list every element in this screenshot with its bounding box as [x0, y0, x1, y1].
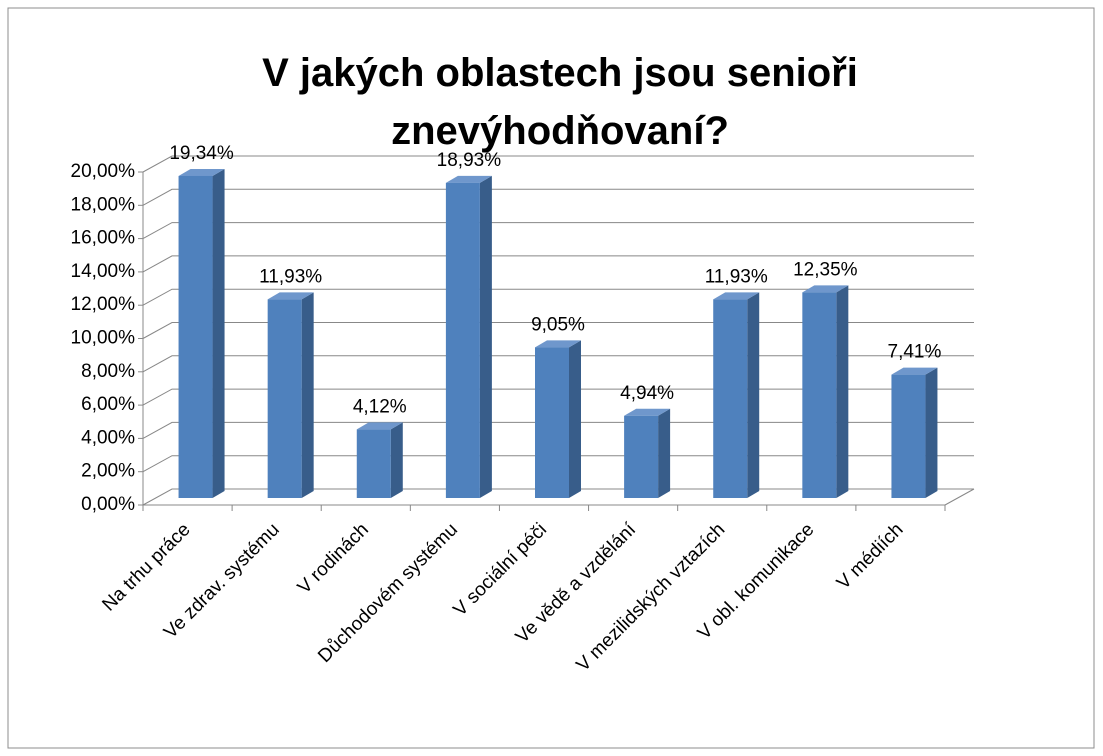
bar-side	[569, 340, 581, 498]
grid-line	[142, 222, 974, 240]
bar-side	[390, 422, 403, 498]
bar-top	[178, 168, 225, 176]
bar-side	[301, 292, 314, 498]
bar-side	[658, 408, 671, 498]
x-tick-label: V médiích	[833, 519, 908, 594]
grid-line	[142, 355, 974, 373]
y-tick-label: 14,00%	[71, 261, 136, 282]
data-label: 11,93%	[705, 266, 768, 287]
data-label: 11,93%	[259, 266, 322, 287]
bar	[356, 429, 391, 498]
bar	[267, 299, 302, 498]
bar-top	[713, 292, 760, 300]
grid-line	[142, 288, 974, 306]
y-tick-label: 16,00%	[71, 228, 136, 249]
bar-side	[212, 168, 225, 498]
data-label: 4,94%	[620, 383, 674, 404]
x-tick-label: Na trhu práce	[98, 519, 194, 615]
bar-top	[891, 367, 938, 375]
x-tick-label: V mezilidských vztazích	[573, 519, 730, 676]
y-tick-label: 10,00%	[71, 328, 136, 349]
bar-top	[445, 175, 492, 183]
grid-line	[142, 255, 974, 273]
y-tick-label: 18,00%	[71, 194, 136, 215]
grid-line	[142, 388, 974, 406]
bar	[624, 415, 659, 498]
bar-top	[624, 408, 671, 416]
grid-line	[142, 488, 974, 506]
data-label: 4,12%	[353, 396, 407, 417]
bar-side	[747, 292, 760, 498]
x-tick-label: V sociální péči	[450, 519, 551, 620]
y-tick-label: 4,00%	[81, 427, 135, 448]
bar	[713, 299, 748, 498]
floor-line	[944, 488, 975, 506]
data-label: 12,35%	[793, 259, 858, 280]
bar	[535, 347, 569, 498]
grid-line	[142, 322, 974, 339]
chart-border	[7, 7, 1095, 749]
data-label: 7,41%	[888, 342, 942, 363]
bar-top	[535, 340, 581, 348]
bar-top	[356, 422, 403, 430]
bar-side	[479, 175, 492, 499]
bar-top	[267, 292, 314, 300]
data-label: 19,34%	[169, 143, 234, 164]
chart-title: V jakých oblastech jsou senioři znevýhod…	[262, 51, 858, 153]
y-tick-label: 0,00%	[81, 494, 135, 515]
y-tick-label: 6,00%	[81, 394, 135, 415]
bar-side	[836, 285, 849, 498]
bar-side	[925, 367, 938, 498]
y-tick-label: 8,00%	[81, 361, 135, 382]
grid-line	[142, 188, 974, 206]
grid-line	[142, 155, 974, 173]
y-tick-label: 12,00%	[71, 294, 136, 315]
x-tick-label: V rodinách	[294, 519, 373, 598]
grid-line	[142, 455, 974, 473]
bar	[802, 292, 837, 498]
data-label: 18,93%	[437, 150, 502, 171]
data-label: 9,05%	[531, 314, 585, 335]
bar	[891, 374, 926, 498]
bar-top	[802, 285, 849, 293]
y-tick-label: 2,00%	[81, 461, 135, 482]
grid-line	[142, 421, 974, 439]
bar	[178, 175, 213, 498]
y-tick-label: 20,00%	[71, 161, 136, 182]
bar	[445, 182, 480, 499]
